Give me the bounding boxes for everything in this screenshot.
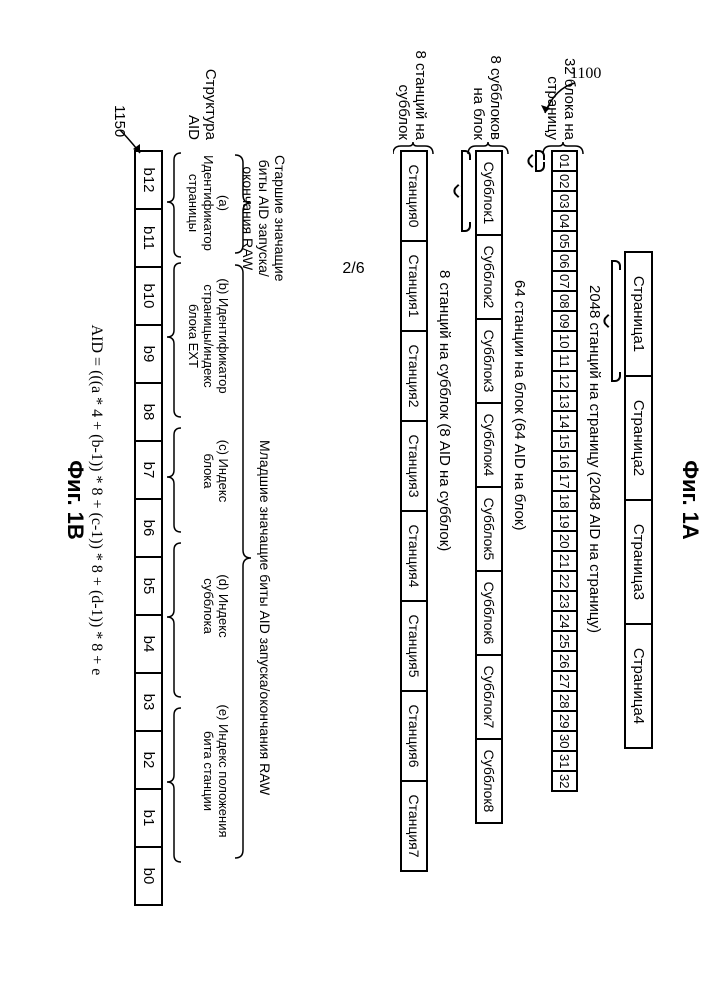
group-a-label: (a) Идентификатор страницы [186,150,231,256]
bit-cell: b7 [134,442,163,500]
block-cell: 11 [551,352,578,372]
bit-cell: b1 [134,790,163,848]
station-cell: Станция1 [400,242,428,332]
diagram-container: Фиг. 1A Страница1 Страница2 Страница3 Ст… [43,50,663,950]
block-cell: 16 [551,452,578,472]
block-cell: 04 [551,212,578,232]
pages-row: Страница1 Страница2 Страница3 Страница4 [624,251,653,749]
block-cell: 27 [551,672,578,692]
group-d-label: (d) Индекс субблока [186,526,231,686]
block-cell: 15 [551,432,578,452]
bit-cell: b8 [134,384,163,442]
block-cell: 30 [551,732,578,752]
block-cell: 31 [551,752,578,772]
block-cell: 32 [551,772,578,792]
page-cell: Страница4 [624,625,653,749]
block-cell: 26 [551,652,578,672]
block-cell: 28 [551,692,578,712]
blocks-left-label: 32 блока на страницу [544,45,577,140]
block-cell: 10 [551,332,578,352]
bit-cell: b3 [134,674,163,732]
block-cell: 12 [551,372,578,392]
block-cell: 24 [551,612,578,632]
block-cell: 23 [551,592,578,612]
block-cell: 05 [551,232,578,252]
stations-row: Станция0Станция1Станция2Станция3Станция4… [400,150,428,872]
bit-cell: b4 [134,616,163,674]
subblock-cell: Субблок8 [475,740,503,824]
block-cell: 21 [551,552,578,572]
subblocks-caption: 8 станций на субблок (8 AID на субблок) [436,270,453,551]
stations-left-label: 8 станций на субблок [395,45,428,140]
bit-cell: b6 [134,500,163,558]
top-braces [233,150,253,870]
subblock-cell: Субблок5 [475,488,503,572]
block-cell: 18 [551,492,578,512]
bits-row: b12b11b10b9b8b7b6b5b4b3b2b1b0 [134,150,163,906]
subblock-cell: Субблок2 [475,236,503,320]
blocks-caption: 64 станции на блок (64 AID на блок) [511,280,528,530]
block-cell: 14 [551,412,578,432]
block-cell: 08 [551,292,578,312]
subblock-cell: Субблок3 [475,320,503,404]
blocks-row: 0102030405060708091011121314151617181920… [551,150,578,792]
station-cell: Станция7 [400,782,428,872]
lsb-label: Младшие значащие биты AID запуска/оконча… [257,440,273,795]
struct-label: Структура AID [185,45,218,140]
station-cell: Станция0 [400,150,428,242]
group-braces [165,150,183,870]
block-cell: 19 [551,512,578,532]
station-cell: Станция6 [400,692,428,782]
block-cell: 22 [551,572,578,592]
bit-cell: b0 [134,848,163,906]
brace-subblock1 [461,150,471,232]
page-cell: Страница1 [624,251,653,377]
subblock-cell: Субблок4 [475,404,503,488]
bit-cell: b5 [134,558,163,616]
bit-cell: b11 [134,210,163,268]
group-b-label: (b) Идентификатор страницы/индекс блока … [186,256,231,416]
block-cell: 17 [551,472,578,492]
block-cell: 02 [551,172,578,192]
subblock-cell: Субблок7 [475,656,503,740]
pages-caption: 2048 станций на страницу (2048 AID на ст… [586,285,603,633]
station-cell: Станция3 [400,422,428,512]
block-cell: 20 [551,532,578,552]
bit-cell: b10 [134,268,163,326]
block-cell: 06 [551,252,578,272]
block-cell: 07 [551,272,578,292]
station-cell: Станция5 [400,602,428,692]
subblocks-left-label: 8 субблоков на блок [470,45,503,140]
block-cell: 25 [551,632,578,652]
page-cell: Страница3 [624,501,653,625]
bit-cell: b12 [134,150,163,210]
station-cell: Станция4 [400,512,428,602]
page-cell: Страница2 [624,377,653,501]
left-braces [393,142,653,156]
block-cell: 03 [551,192,578,212]
block-cell: 09 [551,312,578,332]
subblocks-row: Субблок1Субблок2Субблок3Субблок4Субблок5… [475,150,503,824]
block-cell: 13 [551,392,578,412]
block-cell: 29 [551,712,578,732]
aid-formula: AID = (((a * 4 + (b-1)) * 8 + (c-1)) * 8… [87,50,105,950]
fig1a-label: Фиг. 1A [677,460,703,540]
subblock-cell: Субблок1 [475,150,503,236]
station-cell: Станция2 [400,332,428,422]
fig1b-label: Фиг. 1B [62,460,88,540]
brace-pages [611,260,621,382]
bit-cell: b9 [134,326,163,384]
bit-cell: b2 [134,732,163,790]
subblock-cell: Субблок6 [475,572,503,656]
group-c-label: (c) Индекс блока [186,416,231,526]
group-e-label: (e) Индекс положения бита станции [186,686,231,856]
